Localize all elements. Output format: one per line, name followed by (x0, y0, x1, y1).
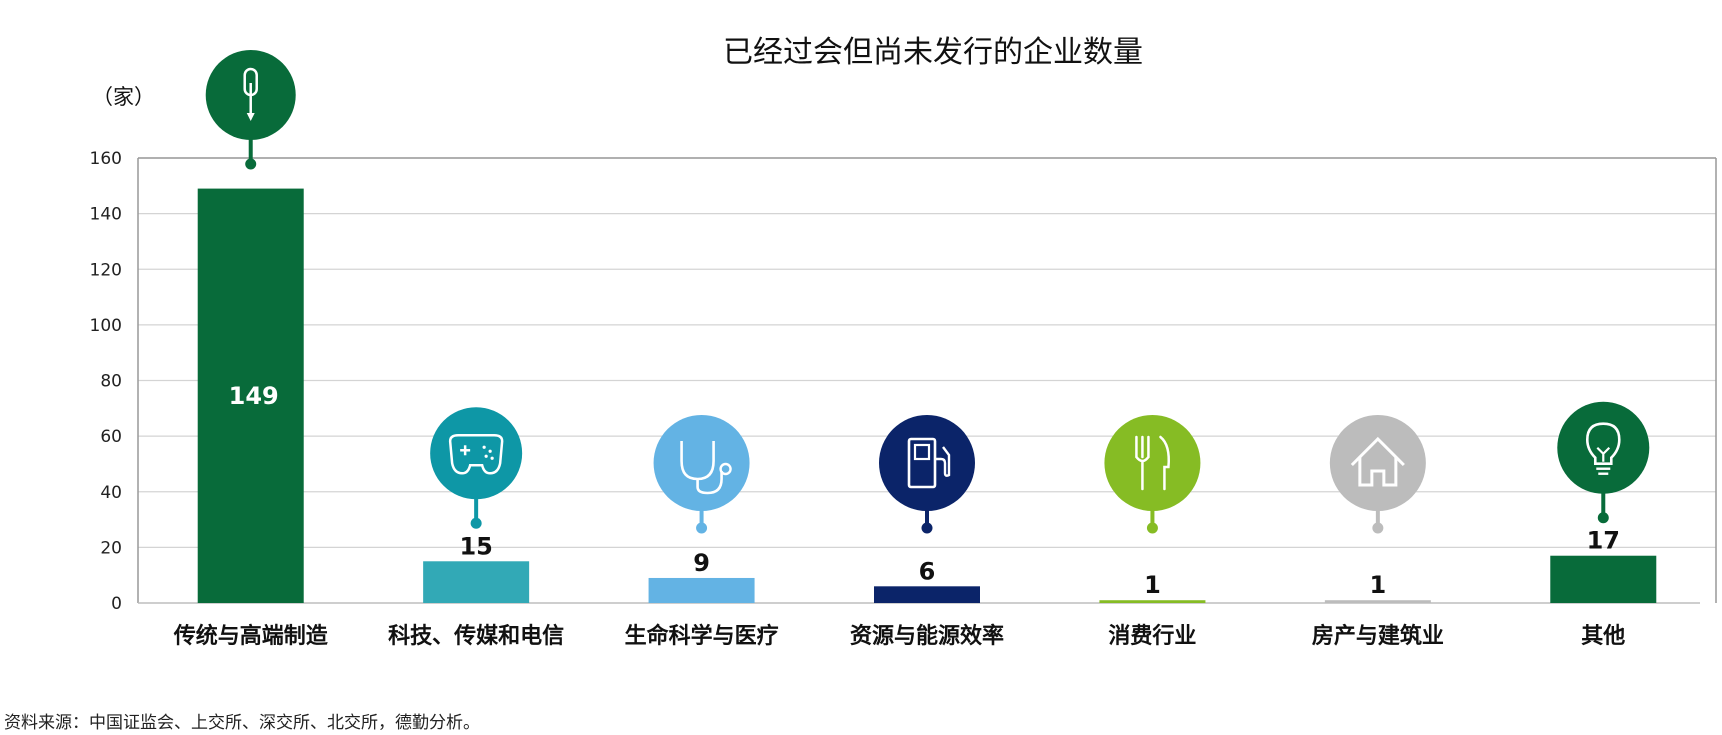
bulb-filament (1596, 446, 1611, 462)
icon-circle (1329, 415, 1426, 511)
chart-title: 已经过会但尚未发行的企业数量 (723, 35, 1143, 70)
controller-button (482, 445, 486, 449)
icon-circle (879, 415, 975, 511)
screwdriver-tip (246, 113, 255, 121)
house-walls (1358, 457, 1398, 487)
icon-circle (1557, 401, 1650, 494)
y-tick-label: 0 (111, 594, 122, 614)
controller-body (448, 434, 504, 475)
bar-3 (648, 577, 755, 603)
pin-dot (1146, 522, 1158, 534)
data-label: 17 (1587, 527, 1620, 555)
controller-button (488, 449, 492, 453)
pin-dot (696, 522, 708, 534)
screwdriver-icon (243, 67, 258, 121)
source-note: 资料来源：中国证监会、上交所、深交所、北交所，德勤分析。 (4, 713, 480, 733)
fork-knife-pin (1104, 415, 1201, 534)
pin-dot (1597, 512, 1609, 524)
y-tick-label: 120 (90, 260, 122, 280)
category-icons (205, 50, 1650, 534)
y-tick-label: 20 (100, 538, 122, 558)
icon-circle (653, 415, 750, 511)
stethoscope-icon (680, 441, 732, 495)
controller-button (484, 454, 488, 458)
x-tick-label: 科技、传媒和电信 (388, 623, 564, 649)
data-label: 6 (919, 557, 936, 585)
x-tick-label: 生命科学与医疗 (625, 623, 779, 649)
fuel-pump-icon (907, 437, 951, 489)
y-tick-label: 40 (100, 483, 122, 503)
stethoscope-cord (696, 471, 723, 495)
bar-4 (874, 586, 980, 603)
bar-1 (197, 188, 304, 603)
y-tick-label: 100 (90, 316, 122, 336)
house-roof (1350, 436, 1405, 467)
x-tick-label: 其他 (1581, 624, 1625, 649)
game-controller-icon (448, 434, 504, 475)
lightbulb-icon (1585, 422, 1621, 475)
data-label: 1 (1144, 571, 1161, 599)
y-tick-label: 160 (90, 149, 122, 169)
house-pin (1329, 415, 1426, 534)
y-tick-label: 80 (100, 372, 122, 392)
labels: 0 20 40 60 80 100 120 140 160 149 传统与高端制造 15 科技、传媒和电… (90, 149, 1626, 649)
bulb-glass (1585, 422, 1621, 466)
data-label: 149 (229, 382, 279, 410)
x-tick-label: 传统与高端制造 (173, 623, 328, 649)
y-tick-label: 60 (100, 427, 122, 447)
fuel-pump-pin (879, 415, 975, 534)
lightbulb-pin (1557, 401, 1650, 524)
pin-dot (470, 517, 482, 529)
bar-7 (1550, 555, 1657, 603)
x-tick-label: 资源与能源效率 (850, 623, 1004, 649)
fork-shape (1135, 435, 1150, 491)
x-tick-label: 房产与建筑业 (1312, 623, 1444, 649)
bars (197, 188, 1657, 603)
pump-body (907, 437, 937, 489)
pump-window (913, 443, 931, 461)
fork-knife-icon (1135, 435, 1170, 491)
icon-circle (430, 407, 523, 500)
pin-dot (1372, 522, 1384, 534)
bar-6 (1324, 600, 1431, 603)
stethoscope-chestpiece (719, 462, 732, 476)
knife-shape (1159, 435, 1170, 491)
bar-5 (1099, 600, 1206, 603)
pin-dot (245, 158, 257, 170)
screwdriver-pin (205, 50, 296, 170)
y-axis-unit-label: （家） (92, 85, 155, 109)
y-tick-label: 140 (90, 205, 122, 225)
stethoscope-pin (653, 415, 750, 534)
bar-2 (423, 561, 530, 603)
data-label: 9 (693, 549, 710, 577)
x-tick-label: 消费行业 (1108, 623, 1196, 649)
game-controller-pin (430, 407, 523, 529)
house-icon (1350, 436, 1405, 487)
pin-dot (921, 522, 933, 534)
pump-hose (935, 446, 951, 477)
icon-circle (1104, 415, 1201, 511)
data-label: 15 (459, 532, 492, 560)
controller-button (490, 456, 494, 460)
data-label: 1 (1370, 571, 1387, 599)
